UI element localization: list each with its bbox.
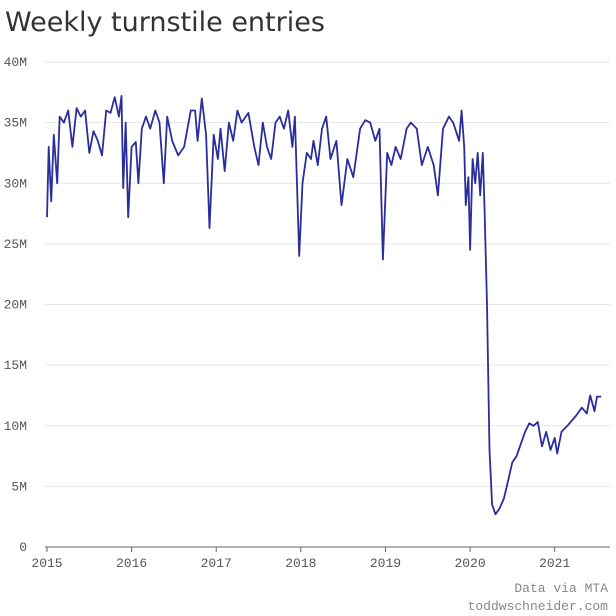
y-tick-label: 25M xyxy=(4,237,27,252)
y-tick-label: 15M xyxy=(4,358,27,373)
author-note: toddwschneider.com xyxy=(468,599,609,614)
line-series xyxy=(46,95,602,516)
x-tick-label: 2015 xyxy=(31,556,62,571)
x-tick-label: 2018 xyxy=(285,556,316,571)
y-tick-label: 20M xyxy=(4,298,27,313)
y-tick-label: 0 xyxy=(19,540,27,555)
x-tick-label: 2019 xyxy=(370,556,401,571)
x-tick-label: 2016 xyxy=(116,556,147,571)
y-tick-label: 40M xyxy=(4,55,27,70)
y-tick-label: 5M xyxy=(11,479,27,494)
y-tick-label: 30M xyxy=(4,176,27,191)
x-tick-label: 2020 xyxy=(454,556,485,571)
y-tick-label: 10M xyxy=(4,419,27,434)
x-tick-label: 2017 xyxy=(201,556,232,571)
chart-title: Weekly turnstile entries xyxy=(5,7,325,38)
y-tick-label: 35M xyxy=(4,116,27,131)
source-note: Data via MTA xyxy=(514,581,608,596)
x-tick-label: 2021 xyxy=(539,556,570,571)
